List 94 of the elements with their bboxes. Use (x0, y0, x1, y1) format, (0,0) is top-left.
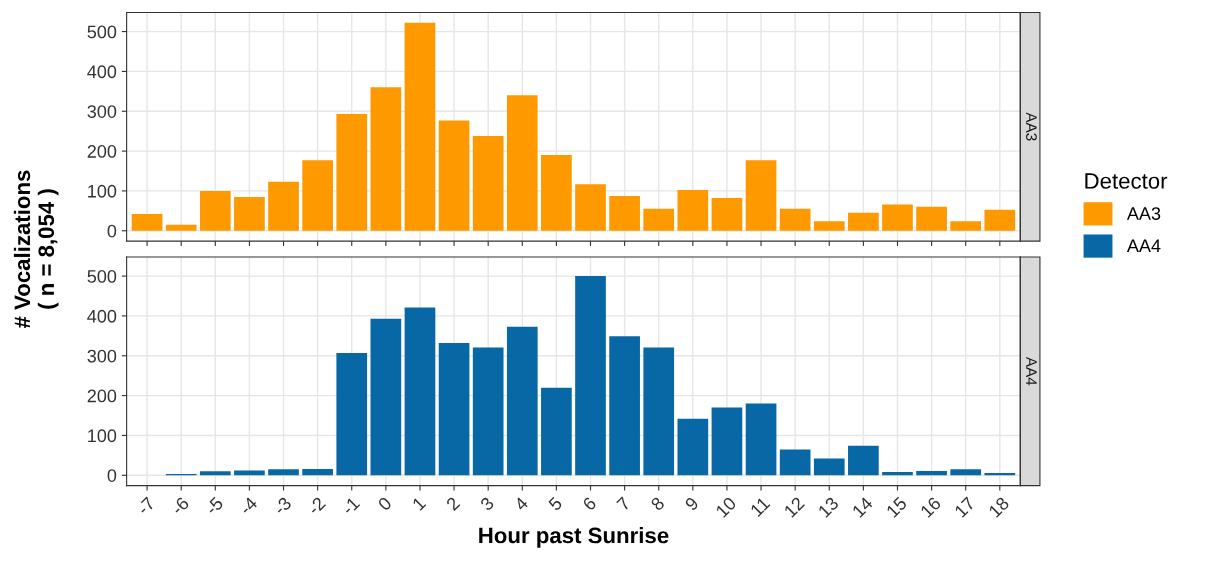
x-tick-label: -3 (272, 496, 293, 516)
x-tick-label: -1 (341, 496, 361, 516)
bar (813, 221, 845, 231)
bar (848, 445, 879, 476)
x-tick-label: 15 (885, 496, 908, 518)
bar (813, 458, 845, 476)
bar (370, 318, 402, 476)
bar (506, 95, 538, 231)
bar (643, 208, 675, 231)
bar (268, 469, 299, 476)
bar (438, 343, 470, 476)
x-tick-label: 9 (684, 496, 700, 512)
y-tick-label: 400 (87, 65, 117, 79)
legend-label: AA3 (1126, 207, 1161, 220)
bar (677, 418, 709, 476)
bar (779, 208, 811, 231)
x-tick-label: 0 (377, 496, 393, 512)
y-tick-label: 0 (107, 469, 117, 482)
bar (882, 472, 913, 476)
legend-title: Detector (1085, 173, 1168, 189)
bar (745, 160, 777, 231)
bar (745, 403, 777, 476)
y-tick-label: 100 (88, 429, 117, 443)
bar (950, 221, 982, 231)
bar (234, 470, 265, 476)
x-tick-label: -7 (136, 496, 156, 516)
bar (916, 206, 947, 231)
y-tick-label: 300 (87, 349, 117, 363)
bar (302, 468, 333, 476)
x-tick-label: 4 (513, 496, 529, 512)
x-tick-label: -2 (306, 496, 326, 516)
y-tick-label: 300 (87, 105, 117, 118)
bar (609, 196, 640, 231)
bar (404, 307, 436, 476)
x-tick-label: 1 (411, 496, 427, 511)
x-tick-label: -6 (170, 496, 190, 516)
x-tick-label: 7 (616, 496, 631, 512)
bar (677, 190, 709, 231)
bar (165, 224, 197, 231)
bar (336, 114, 368, 231)
bar (916, 470, 947, 476)
x-tick-label: -5 (204, 496, 224, 516)
text: AA3 (1026, 112, 1037, 141)
bar (711, 407, 743, 476)
bar (472, 347, 504, 476)
bar (404, 22, 436, 231)
bar (370, 87, 402, 231)
x-tick-label: 12 (783, 496, 805, 518)
y-tick-label: 500 (87, 25, 117, 39)
x-tick-label: 11 (749, 496, 771, 517)
bar (984, 209, 1016, 231)
x-tick-label: 6 (581, 496, 597, 512)
x-tick-label: -4 (238, 496, 259, 516)
bar (779, 449, 811, 476)
y-tick-label: 200 (87, 389, 117, 403)
bar (302, 160, 333, 231)
bar (131, 214, 163, 231)
y-axis-title: # Vocalizations ( n = 8,054 ) (13, 170, 59, 329)
bar (950, 469, 982, 476)
x-axis-title: Hour past Sunrise (479, 527, 669, 548)
x-tick-label: 18 (988, 496, 1010, 518)
y-tick-label: 0 (107, 224, 117, 238)
x-tick-label: 10 (715, 496, 737, 518)
bar (199, 190, 231, 231)
bar (268, 181, 299, 231)
y-tick-label: 500 (87, 270, 117, 283)
bar (541, 387, 572, 476)
bar (541, 155, 572, 231)
bar (472, 135, 504, 231)
bar (643, 347, 675, 476)
legend-label: AA4 (1126, 239, 1161, 252)
bar (506, 326, 538, 476)
y-tick-label: 100 (88, 184, 117, 198)
bar (199, 471, 231, 476)
x-tick-label: 13 (817, 496, 840, 518)
bar (575, 276, 606, 476)
y-tick-label: 200 (87, 145, 117, 158)
x-tick-label: 17 (954, 496, 976, 518)
x-tick-label: 16 (919, 496, 942, 518)
bar (609, 336, 640, 476)
bar (848, 212, 879, 231)
bar (234, 196, 265, 231)
bar (575, 184, 606, 231)
x-tick-label: 2 (445, 496, 461, 512)
bar (882, 204, 913, 231)
x-tick-label: 14 (851, 496, 874, 518)
y-tick-label: 400 (87, 309, 117, 323)
bar (336, 352, 368, 476)
bar (438, 120, 470, 231)
x-tick-label: 5 (547, 496, 563, 512)
bar (711, 198, 743, 231)
x-tick-label: 3 (479, 496, 495, 512)
text: AA4 (1026, 356, 1037, 386)
x-tick-label: 8 (650, 496, 666, 512)
